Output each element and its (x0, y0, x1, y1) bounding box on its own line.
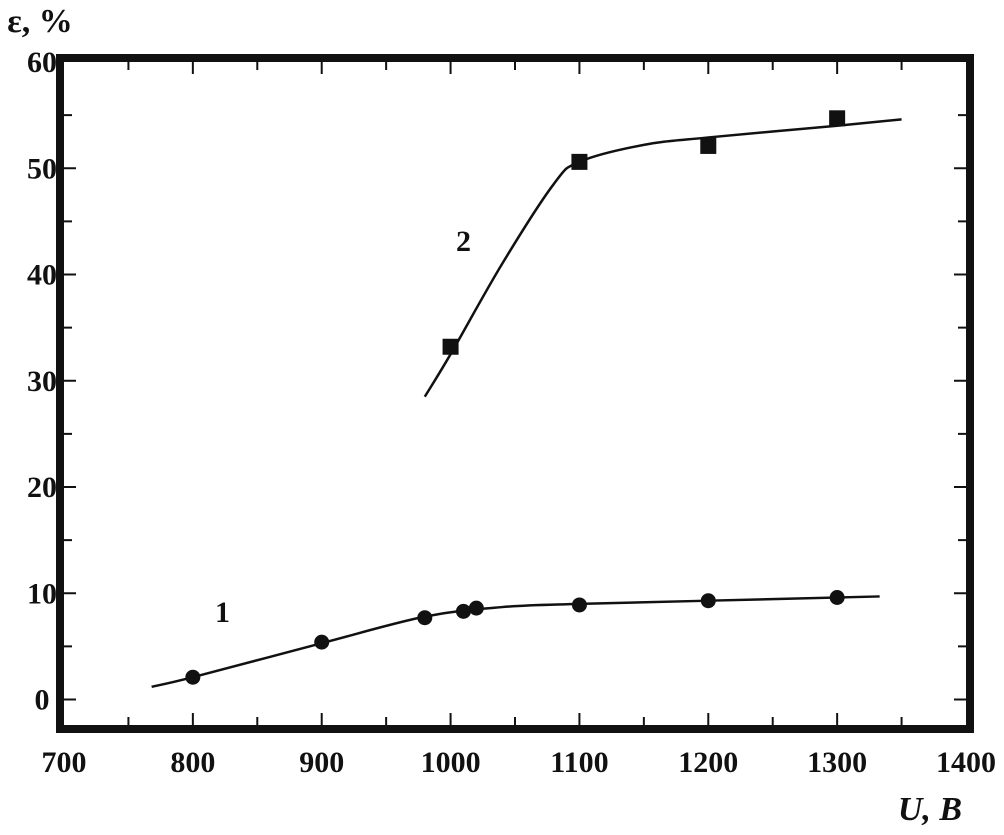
y-tick-label: 50 (27, 152, 57, 185)
y-axis-label: ε, % (7, 3, 73, 40)
data-point-series-1 (571, 597, 587, 613)
plot-frame (56, 54, 974, 733)
x-tick-label: 1400 (936, 746, 996, 779)
y-tick-label: 20 (27, 471, 57, 504)
data-point-series-1 (417, 610, 433, 626)
y-tick-label: 40 (27, 259, 57, 292)
x-tick-label: 800 (170, 746, 215, 779)
data-point-series-1 (185, 669, 201, 685)
y-tick-label: 30 (27, 365, 57, 398)
data-point-series-1 (468, 600, 484, 616)
x-tick-label: 1300 (807, 746, 867, 779)
data-point-series-2 (700, 137, 717, 154)
series-label-2: 2 (456, 225, 471, 258)
data-point-series-2 (571, 153, 588, 170)
data-point-series-1 (829, 590, 845, 605)
y-tick-label: 60 (27, 46, 57, 79)
data-point-series-1 (455, 603, 471, 619)
y-tick-label: 0 (35, 684, 50, 717)
x-tick-label: 700 (42, 746, 87, 779)
x-tick-label: 1000 (421, 746, 481, 779)
data-point-series-1 (700, 593, 716, 609)
fit-curve-2 (423, 118, 902, 398)
fit-curve-1 (151, 595, 880, 688)
data-point-series-2 (442, 338, 459, 355)
x-axis-label: U, В (898, 791, 962, 828)
data-point-series-2 (829, 110, 846, 127)
x-tick-label: 1100 (550, 746, 608, 779)
series-label-1: 1 (215, 596, 230, 629)
y-tick-label: 10 (27, 577, 57, 610)
x-tick-label: 900 (299, 746, 344, 779)
x-tick-label: 1200 (678, 746, 738, 779)
data-point-series-1 (314, 634, 330, 650)
